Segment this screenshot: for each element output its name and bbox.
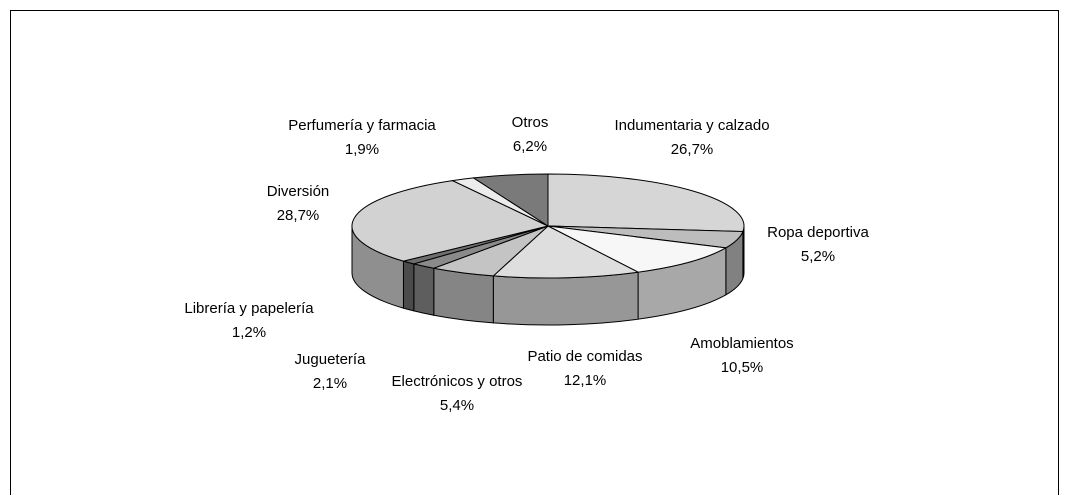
- value-label: 1,2%: [232, 324, 266, 341]
- slice: [351, 180, 550, 262]
- slice: [492, 225, 640, 279]
- slice: [547, 173, 745, 233]
- slice-side: [492, 271, 639, 326]
- slice-label: Amoblamientos: [690, 335, 793, 352]
- slice-side: [413, 263, 435, 316]
- value-label: 1,9%: [345, 141, 379, 158]
- value-label: 2,1%: [313, 375, 347, 392]
- slice: [472, 173, 549, 227]
- slice: [547, 225, 728, 273]
- pie: [351, 173, 745, 326]
- labels: Indumentaria y calzado 26,7% Ropa deportiv…: [184, 114, 869, 414]
- slice-label: Otros: [512, 114, 549, 131]
- slice-side: [402, 260, 415, 312]
- value-label: 26,7%: [671, 141, 714, 158]
- value-label: 5,2%: [801, 248, 835, 265]
- slice-label: Patio de comidas: [527, 348, 642, 365]
- slice-label: Juguetería: [295, 351, 367, 368]
- value-label: 28,7%: [277, 207, 320, 224]
- value-label: 10,5%: [721, 359, 764, 376]
- slice-side: [433, 267, 494, 324]
- slice-label: Diversión: [267, 183, 330, 200]
- slice-label: Electrónicos y otros: [392, 373, 523, 390]
- slice-label: Ropa deportiva: [767, 224, 869, 241]
- slice-label: Librería y papelería: [184, 300, 314, 317]
- slice-label: Perfumería y farmacia: [288, 117, 436, 134]
- value-label: 6,2%: [513, 138, 547, 155]
- value-label: 12,1%: [564, 372, 607, 389]
- value-label: 5,4%: [440, 397, 474, 414]
- slice-label: Indumentaria y calzado: [614, 117, 769, 134]
